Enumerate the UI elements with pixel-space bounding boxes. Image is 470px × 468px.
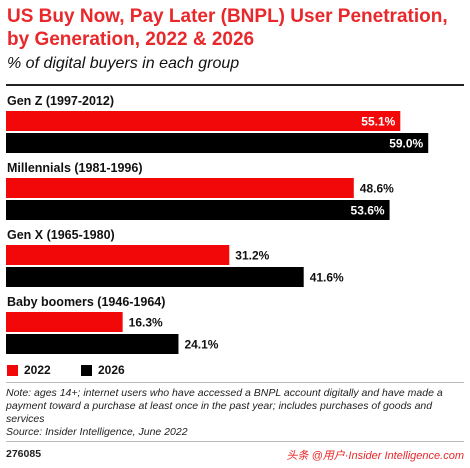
watermark: 头条 @用户·Insider Intelligence.com [286,450,464,462]
bar-2026 [6,267,304,287]
data-label-2026: 24.1% [184,338,218,352]
bar-2026 [6,133,429,153]
bar-2022 [6,245,230,265]
legend-item-2022: 2022 [7,363,51,377]
data-label-2022: 31.2% [235,249,269,263]
data-label-2026: 53.6% [351,204,385,218]
data-label-2022: 55.1% [361,115,395,129]
chart-title: US Buy Now, Pay Later (BNPL) User Penetr… [7,6,448,50]
category-label: Gen X (1965-1980) [7,228,115,242]
data-label-2022: 16.3% [129,316,163,330]
data-label-2026: 59.0% [389,137,423,151]
bar-chart: Gen Z (1997-2012) 55.1% 59.0% Millennials (… [6,94,429,354]
bar-2022 [6,178,354,198]
source-text: Source: Insider Intelligence, June 2022 [6,426,188,438]
bar-2022 [6,111,401,131]
chart-subtitle: % of digital buyers in each group [7,55,240,72]
bar-2026 [6,200,390,220]
bar-2026 [6,334,179,354]
footnote: Note: ages 14+; internet users who have … [6,387,466,439]
category-label: Gen Z (1997-2012) [7,94,114,108]
bottom-rule [6,441,464,442]
note-text: Note: ages 14+; internet users who have … [6,387,443,425]
category-label: Millennials (1981-1996) [7,161,142,175]
category-label: Baby boomers (1946-1964) [7,295,165,309]
legend-item-2026: 2026 [81,363,125,377]
top-rule [6,84,464,86]
chart-id: 276085 [6,448,42,460]
legend-label-2022: 2022 [24,363,51,377]
footer-rule [6,382,464,383]
bar-2022 [6,312,123,332]
data-label-2022: 48.6% [360,182,394,196]
data-label-2026: 41.6% [310,271,344,285]
legend-swatch-2026 [81,364,92,376]
legend-label-2026: 2026 [98,363,125,377]
legend-swatch-2022 [7,364,18,376]
